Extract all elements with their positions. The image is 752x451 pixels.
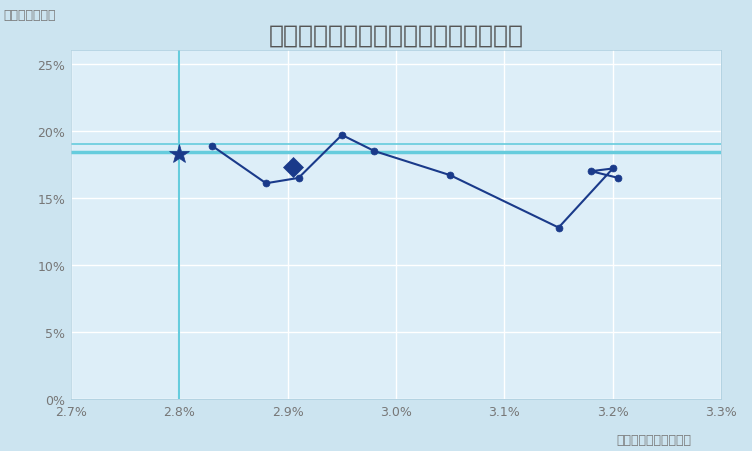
Text: 売上高総利益率: 売上高総利益率	[4, 9, 56, 22]
Title: 川崎重工　研究開発費比率・総利益率: 川崎重工 研究開発費比率・総利益率	[268, 24, 523, 48]
Text: 売上高研究開発費比率: 売上高研究開発費比率	[617, 433, 692, 446]
